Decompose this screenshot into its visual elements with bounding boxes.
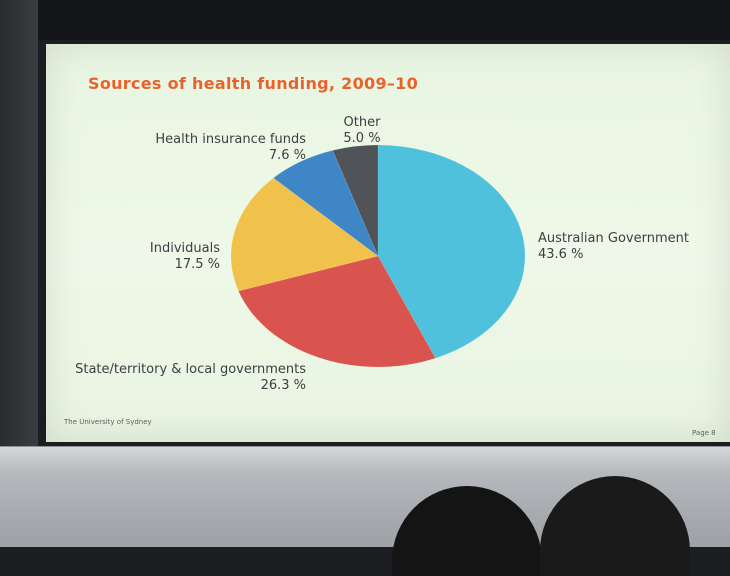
pie-slice-individuals: [230, 177, 379, 292]
slice-label-state-territory: State/territory & local governments 26.3…: [56, 362, 306, 394]
pie-chart: [230, 144, 526, 368]
presentation-slide: Sources of health funding, 2009–10 Austr…: [46, 44, 730, 442]
slice-value-text: 43.6 %: [538, 247, 584, 262]
slice-label-australian-government: Australian Government 43.6 %: [538, 231, 689, 263]
chart-title: Sources of health funding, 2009–10: [88, 74, 419, 93]
slice-label-text: Australian Government: [538, 231, 689, 246]
slice-label-text: Other: [343, 115, 381, 130]
slice-label-text: Health insurance funds: [155, 132, 306, 147]
room-wall-left: [0, 0, 38, 450]
pie-slice-health-insurance-funds: [272, 150, 379, 257]
footer-page-number: Page 8: [692, 429, 716, 437]
projector-screen-bar: [0, 446, 730, 469]
pie-slice-other: [332, 144, 379, 257]
pie-slice-australian-government: [377, 144, 526, 359]
slice-value-text: 26.3 %: [260, 378, 306, 393]
slice-label-text: Individuals: [149, 241, 220, 256]
slice-label-text: State/territory & local governments: [75, 362, 306, 377]
room-ceiling: [0, 0, 730, 40]
slice-value-text: 17.5 %: [174, 257, 220, 272]
slice-label-individuals: Individuals 17.5 %: [126, 241, 220, 273]
slice-value-text: 7.6 %: [268, 148, 306, 163]
slice-label-other: Other 5.0 %: [336, 115, 388, 147]
slice-label-health-insurance-funds: Health insurance funds 7.6 %: [126, 132, 306, 164]
footer-university: The University of Sydney: [64, 418, 152, 426]
pie-slice-state-territory-local-governments: [238, 255, 436, 368]
slice-value-text: 5.0 %: [343, 131, 381, 146]
